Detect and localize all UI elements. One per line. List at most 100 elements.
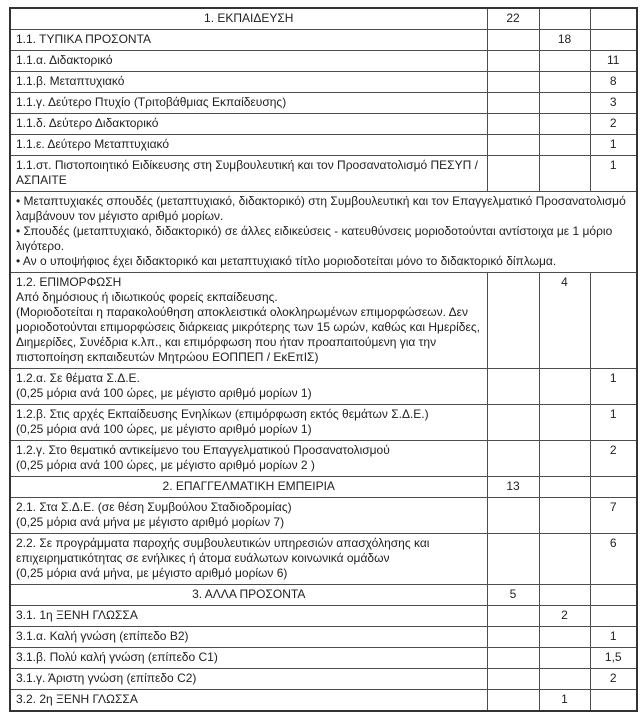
row-description: 3.1.β. Πολύ καλή γνώση (επίπεδο C1) [9, 647, 488, 669]
row-description: 1.1. ΤΥΠΙΚΑ ΠΡΟΣΟΝΤΑ [9, 29, 488, 51]
row-description: 3. ΑΛΛΑ ΠΡΟΣΟΝΤΑ [9, 584, 488, 606]
section-points-cell [486, 134, 540, 156]
subsection-points-cell [538, 440, 591, 477]
section-points-cell [486, 497, 540, 534]
item-points-cell: 3 [589, 92, 638, 114]
section-points-cell [486, 368, 540, 405]
row-description: 2.2. Σε προγράμματα παροχής συμβουλευτικ… [9, 533, 488, 585]
table-row: 1.2.γ. Στο θεματικό αντικείμενο του Επαγ… [9, 440, 638, 477]
table-row: 1.1. ΤΥΠΙΚΑ ΠΡΟΣΟΝΤΑ 18 [9, 29, 638, 51]
subsection-points-cell [538, 476, 591, 498]
item-points-cell: 1 [589, 368, 638, 405]
subsection-points-cell [538, 7, 591, 30]
row-description: 1.1.στ. Πιστοποιητικό Ειδίκευσης στη Συμ… [9, 155, 488, 192]
subsection-points-cell: 4 [538, 272, 591, 369]
table-row: 1.2.α. Σε θέματα Σ.Δ.Ε. (0,25 μόρια ανά … [9, 368, 638, 405]
section-points-cell [486, 71, 540, 93]
row-description: 1.1.β. Μεταπτυχιακό [9, 71, 488, 93]
table-row: 3.1.γ. Άριστη γνώση (επίπεδο C2) 2 [9, 668, 638, 690]
notes-cell: • Μεταπτυχιακές σπουδές (μεταπτυχιακό, δ… [9, 191, 638, 273]
row-description: 1.1.γ. Δεύτερο Πτυχίο (Τριτοβάθμιας Εκπα… [9, 92, 488, 114]
section-points-cell [486, 404, 540, 441]
item-points-cell: 2 [589, 668, 638, 690]
row-description: 1.2.α. Σε θέματα Σ.Δ.Ε. (0,25 μόρια ανά … [9, 368, 488, 405]
item-points-cell: 1 [589, 134, 638, 156]
row-description: 2. ΕΠΑΓΓΕΛΜΑΤΙΚΗ ΕΜΠΕΙΡΙΑ [9, 476, 488, 498]
item-points-cell [589, 272, 638, 369]
section-points-cell [486, 50, 540, 72]
subsection-points-cell: 1 [538, 689, 591, 712]
row-description: 3.1.γ. Άριστη γνώση (επίπεδο C2) [9, 668, 488, 690]
table-row: 2.2. Σε προγράμματα παροχής συμβουλευτικ… [9, 533, 638, 585]
table-row: 1.2. ΕΠΙΜΟΡΦΩΣΗ Από δημόσιους ή ιδιωτικο… [9, 272, 638, 369]
subsection-points-cell [538, 155, 591, 192]
table-row: 1.1.δ. Δεύτερο Διδακτορικό 2 [9, 113, 638, 135]
subsection-points-cell [538, 497, 591, 534]
row-description: 1.1.ε. Δεύτερο Μεταπτυχιακό [9, 134, 488, 156]
table-row: 3. ΑΛΛΑ ΠΡΟΣΟΝΤΑ 5 [9, 584, 638, 606]
subsection-points-cell [538, 533, 591, 585]
section-points-cell [486, 272, 540, 369]
table-row: • Μεταπτυχιακές σπουδές (μεταπτυχιακό, δ… [9, 191, 638, 273]
subsection-points-cell [538, 647, 591, 669]
scoring-table-body: 1. ΕΚΠΑΙΔΕΥΣΗ 22 1.1. ΤΥΠΙΚΑ ΠΡΟΣΟΝΤΑ 18 1.1… [9, 7, 638, 712]
table-row: 1.1.στ. Πιστοποιητικό Ειδίκευσης στη Συμ… [9, 155, 638, 192]
table-row: 3.1.α. Καλή γνώση (επίπεδο Β2) 1 [9, 626, 638, 648]
subsection-points-cell: 18 [538, 29, 591, 51]
table-row: 1.1.γ. Δεύτερο Πτυχίο (Τριτοβάθμιας Εκπα… [9, 92, 638, 114]
subsection-points-cell: 2 [538, 605, 591, 627]
row-description: 3.1.α. Καλή γνώση (επίπεδο Β2) [9, 626, 488, 648]
section-points-cell: 13 [486, 476, 540, 498]
item-points-cell: 6 [589, 533, 638, 585]
row-description: 1. ΕΚΠΑΙΔΕΥΣΗ [9, 7, 488, 30]
item-points-cell: 2 [589, 113, 638, 135]
table-row: 1.1.β. Μεταπτυχιακό 8 [9, 71, 638, 93]
row-description: 1.2.β. Στις αρχές Εκπαίδευσης Ενηλίκων (… [9, 404, 488, 441]
section-points-cell [486, 647, 540, 669]
section-points-cell: 22 [486, 7, 540, 30]
row-description: 1.1.δ. Δεύτερο Διδακτορικό [9, 113, 488, 135]
subsection-points-cell [538, 368, 591, 405]
table-row: 1.1.ε. Δεύτερο Μεταπτυχιακό 1 [9, 134, 638, 156]
item-points-cell: 2 [589, 440, 638, 477]
row-description: 1.2.γ. Στο θεματικό αντικείμενο του Επαγ… [9, 440, 488, 477]
subsection-points-cell [538, 404, 591, 441]
item-points-cell [589, 7, 638, 30]
table-row: 1. ΕΚΠΑΙΔΕΥΣΗ 22 [9, 7, 638, 30]
section-points-cell [486, 668, 540, 690]
row-description: 1.2. ΕΠΙΜΟΡΦΩΣΗ Από δημόσιους ή ιδιωτικο… [9, 272, 488, 369]
section-points-cell [486, 155, 540, 192]
section-points-cell [486, 29, 540, 51]
table-row: 3.2. 2η ΞΕΝΗ ΓΛΩΣΣΑ 1 [9, 689, 638, 712]
item-points-cell [589, 689, 638, 712]
item-points-cell: 1 [589, 155, 638, 192]
section-points-cell [486, 113, 540, 135]
subsection-points-cell [538, 113, 591, 135]
section-points-cell [486, 689, 540, 712]
item-points-cell: 1 [589, 626, 638, 648]
section-points-cell [486, 626, 540, 648]
item-points-cell [589, 476, 638, 498]
subsection-points-cell [538, 668, 591, 690]
section-points-cell [486, 92, 540, 114]
table-row: 1.1.α. Διδακτορικό 11 [9, 50, 638, 72]
table-row: 3.1.β. Πολύ καλή γνώση (επίπεδο C1) 1,5 [9, 647, 638, 669]
table-row: 2. ΕΠΑΓΓΕΛΜΑΤΙΚΗ ΕΜΠΕΙΡΙΑ 13 [9, 476, 638, 498]
item-points-cell: 1,5 [589, 647, 638, 669]
item-points-cell: 8 [589, 71, 638, 93]
item-points-cell [589, 584, 638, 606]
section-points-cell [486, 533, 540, 585]
subsection-points-cell [538, 626, 591, 648]
item-points-cell: 7 [589, 497, 638, 534]
subsection-points-cell [538, 92, 591, 114]
subsection-points-cell [538, 50, 591, 72]
table-row: 3.1. 1η ΞΕΝΗ ΓΛΩΣΣΑ 2 [9, 605, 638, 627]
section-points-cell: 5 [486, 584, 540, 606]
subsection-points-cell [538, 71, 591, 93]
item-points-cell [589, 605, 638, 627]
row-description: 1.1.α. Διδακτορικό [9, 50, 488, 72]
item-points-cell [589, 29, 638, 51]
table-row: 1.2.β. Στις αρχές Εκπαίδευσης Ενηλίκων (… [9, 404, 638, 441]
item-points-cell: 1 [589, 404, 638, 441]
